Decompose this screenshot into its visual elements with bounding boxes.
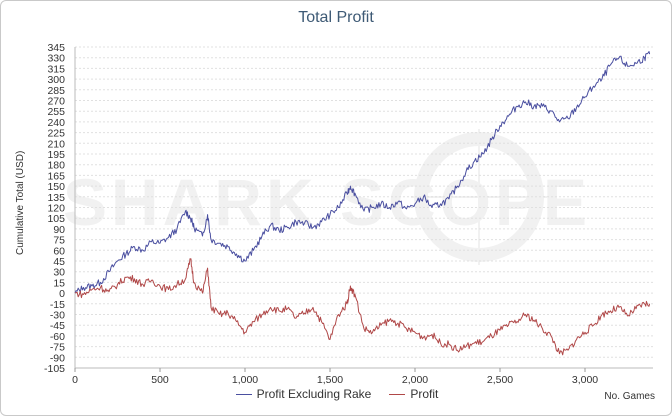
series-line-profit [74, 258, 651, 356]
y-tick-label: -60 [50, 331, 65, 343]
y-tick-label: 300 [47, 74, 65, 86]
y-tick-label: 30 [53, 267, 65, 279]
y-tick-label: -45 [50, 320, 65, 332]
y-tick-label: 150 [47, 181, 65, 193]
y-tick-label: 75 [53, 235, 65, 247]
legend-item-profit[interactable]: Profit [389, 387, 438, 401]
y-tick-label: 285 [47, 85, 65, 97]
y-tick-label: 180 [47, 160, 65, 172]
y-tick-label: -15 [50, 299, 65, 311]
y-tick-label: -30 [50, 310, 65, 322]
y-tick-label: 345 [47, 42, 65, 54]
legend: Profit Excluding Rake Profit [1, 387, 671, 401]
y-tick-label: -105 [44, 363, 65, 375]
y-tick-label: 60 [53, 245, 65, 257]
x-tick-label: 1,500 [317, 374, 343, 386]
x-axis-ticks: 0 500 1,000 1,500 2,000 2,500 3,000 [72, 368, 598, 386]
y-tick-label: 120 [47, 203, 65, 215]
legend-swatch-blue [235, 393, 252, 395]
watermark-text: SHARK SCOPE [63, 165, 591, 239]
x-tick-label: 3,000 [572, 374, 598, 386]
axes [74, 47, 653, 369]
x-tick-label: 1,000 [232, 374, 258, 386]
y-axis-label: Cumulative Total (USD) [15, 150, 26, 255]
y-tick-label: 270 [47, 96, 65, 108]
y-tick-label: -75 [50, 342, 65, 354]
y-tick-label: 15 [53, 277, 65, 289]
chart-title: Total Profit [298, 9, 374, 26]
y-tick-label: 210 [47, 138, 65, 150]
y-tick-label: 90 [53, 224, 65, 236]
y-tick-label: 195 [47, 149, 65, 161]
y-tick-label: 225 [47, 128, 65, 140]
legend-label: Profit Excluding Rake [256, 387, 372, 401]
x-axis-label: No. Games [604, 391, 655, 402]
y-tick-label: 255 [47, 106, 65, 118]
x-tick-label: 2,500 [487, 374, 513, 386]
legend-item-profit-excluding-rake[interactable]: Profit Excluding Rake [235, 387, 372, 401]
x-tick-label: 500 [151, 374, 169, 386]
grid-lines [75, 46, 653, 369]
y-axis-ticks: 3453303153002852702552402252101951801651… [44, 42, 65, 375]
y-tick-label: 315 [47, 63, 65, 75]
y-tick-label: -90 [50, 352, 65, 364]
y-tick-label: 165 [47, 170, 65, 182]
series-layer [74, 51, 651, 356]
legend-label: Profit [410, 387, 439, 401]
y-tick-label: 45 [53, 256, 65, 268]
y-tick-label: 135 [47, 192, 65, 204]
y-tick-label: 330 [47, 53, 65, 65]
y-tick-label: 105 [47, 213, 65, 225]
x-tick-label: 2,000 [402, 374, 428, 386]
series-line-profit-excluding-rake [74, 51, 651, 294]
legend-swatch-red [389, 393, 406, 395]
y-tick-label: 240 [47, 117, 65, 129]
y-tick-label: 0 [59, 288, 65, 300]
x-tick-label: 0 [72, 374, 78, 386]
